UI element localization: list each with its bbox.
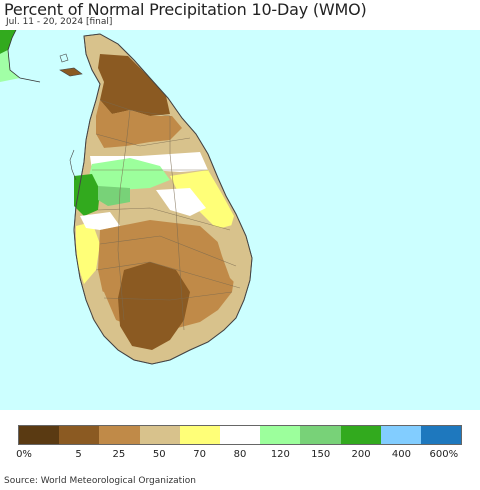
legend-tick-3: 50 xyxy=(152,449,166,460)
region-light-green xyxy=(88,158,170,190)
legend-ticks: 0% 5 25 50 70 80 120 150 200 400 600% xyxy=(0,449,480,463)
region-north-dry xyxy=(98,54,170,116)
legend-tick-4: 70 xyxy=(193,449,206,460)
legend-tick-7: 150 xyxy=(311,449,331,460)
legend-swatch-4 xyxy=(179,426,220,444)
india-outline xyxy=(7,30,41,83)
region-north-mid xyxy=(96,100,182,148)
legend-swatch-6 xyxy=(260,426,301,444)
island-mannar xyxy=(59,67,83,77)
map-title: Percent of Normal Precipitation 10-Day (… xyxy=(4,0,367,19)
legend-swatch-9 xyxy=(380,426,421,444)
kalpitiya-coast xyxy=(69,149,77,181)
legend-swatch-0 xyxy=(19,426,60,444)
legend-swatch-2 xyxy=(99,426,140,444)
legend-swatch-8 xyxy=(340,426,381,444)
map-panel xyxy=(0,30,480,410)
legend-tick-0: 0% xyxy=(16,449,32,460)
region-yellow-west xyxy=(76,222,100,284)
legend-tick-8: 200 xyxy=(351,449,371,460)
region-north-light xyxy=(92,134,200,158)
color-legend xyxy=(18,425,462,445)
region-mid-green xyxy=(98,186,130,206)
region-central-dark xyxy=(118,262,190,350)
legend-swatch-1 xyxy=(59,426,100,444)
source-credit: Source: World Meteorological Organizatio… xyxy=(4,476,196,486)
region-southwest-tan xyxy=(86,284,132,348)
region-white-west xyxy=(80,212,120,230)
region-green-strong xyxy=(74,174,100,216)
legend-tick-1: 5 xyxy=(75,449,82,460)
region-white-east xyxy=(156,188,206,216)
map-subtitle: Jul. 11 - 20, 2024 [final] xyxy=(6,17,113,27)
legend-tick-10: 600% xyxy=(429,449,459,460)
legend-tick-5: 80 xyxy=(233,449,247,460)
legend-swatch-7 xyxy=(300,426,341,444)
sri-lanka-outline xyxy=(73,33,253,365)
island-delft xyxy=(59,53,69,63)
legend-tick-2: 25 xyxy=(112,449,126,460)
region-east-light xyxy=(214,224,250,288)
legend-swatch-10 xyxy=(420,426,462,444)
legend-swatch-3 xyxy=(139,426,180,444)
legend-swatch-5 xyxy=(219,426,261,444)
legend-tick-6: 120 xyxy=(270,449,290,460)
region-yellow-east xyxy=(170,170,234,230)
india-coast xyxy=(0,30,16,54)
legend-tick-9: 400 xyxy=(391,449,411,460)
district-boundaries xyxy=(92,99,241,331)
sri-lanka-map xyxy=(0,30,253,365)
